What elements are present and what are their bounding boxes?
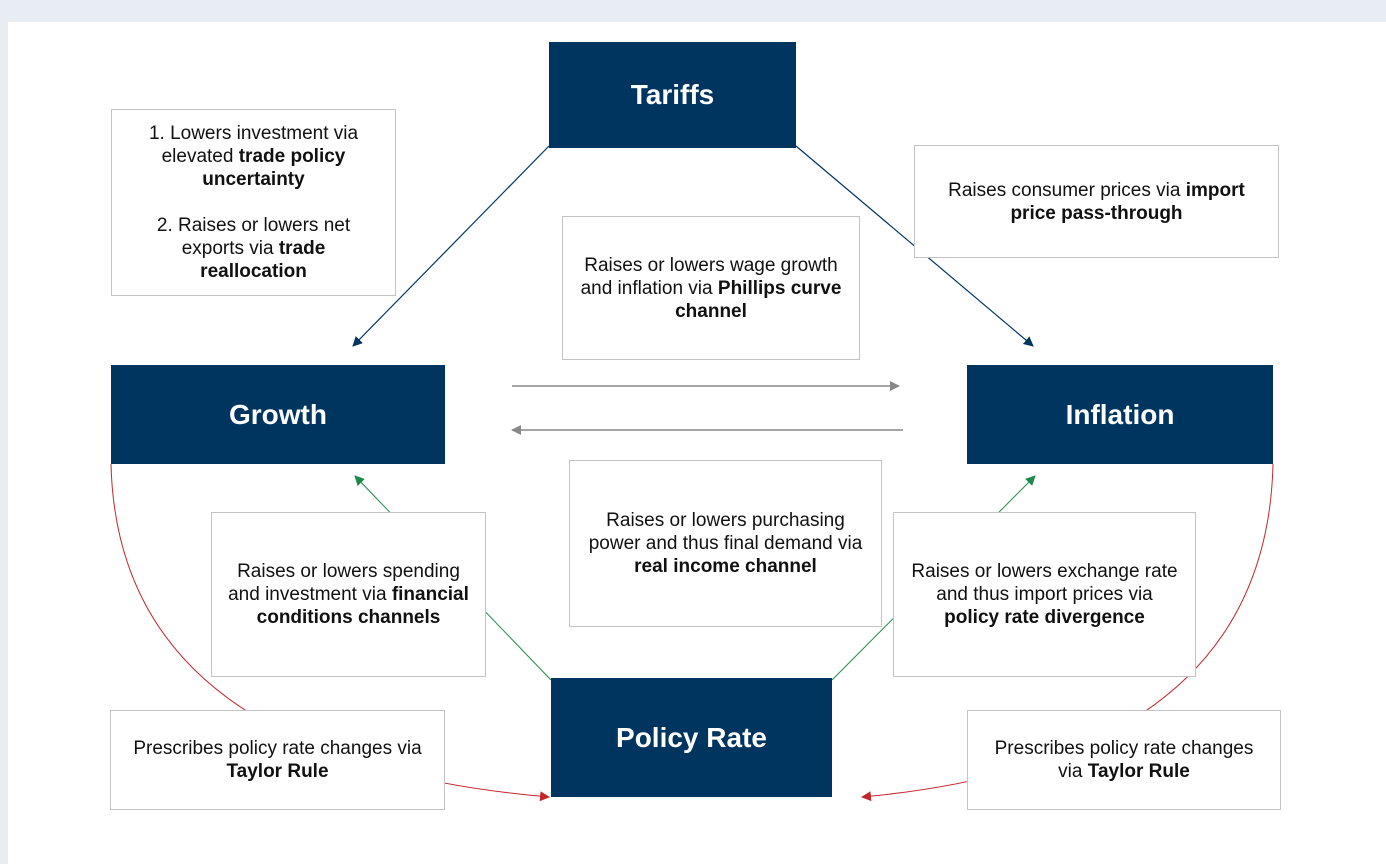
node: Inflation <box>967 365 1273 464</box>
annotation-box: 1. Lowers investment via elevated trade … <box>111 109 396 296</box>
node-label: Tariffs <box>630 79 715 110</box>
paragraph: 1. Lowers investment via elevated trade … <box>126 122 381 191</box>
annotation-box: Raises or lowers wage growth and inflati… <box>562 216 860 360</box>
node: Tariffs <box>549 42 796 148</box>
node: Growth <box>111 365 445 464</box>
node-label: Inflation <box>1065 398 1175 430</box>
text-run: 2. Raises or lowers net exports via <box>156 215 351 259</box>
text-run: financial conditions channels <box>256 584 469 628</box>
node: Policy Rate <box>551 678 832 797</box>
text-run: 1. Lowers investment via elevated <box>148 123 359 167</box>
annotation-box: Raises consumer prices via import price … <box>914 145 1279 258</box>
text-run: Raises consumer prices via <box>948 179 1186 201</box>
text-run: Raises or lowers purchasing power and th… <box>588 510 863 554</box>
paragraph: Raises or lowers spending and investment… <box>226 560 471 629</box>
node-label: Policy Rate <box>616 721 767 753</box>
text-run: Taylor Rule <box>226 761 329 782</box>
annotation-box: Prescribes policy rate changes via Taylo… <box>967 710 1281 810</box>
paragraph: Prescribes policy rate changes via Taylo… <box>125 737 430 783</box>
text-run: Raises or lowers wage growth and inflati… <box>580 254 838 299</box>
text-run: Prescribes policy rate changes via <box>994 738 1254 782</box>
paragraph: Raises or lowers purchasing power and th… <box>584 509 867 578</box>
text-run: real income channel <box>634 556 817 577</box>
annotation-box: Raises or lowers spending and investment… <box>211 512 486 677</box>
annotation-box: Raises or lowers exchange rate and thus … <box>893 512 1196 677</box>
paragraph: Raises or lowers wage growth and inflati… <box>577 254 845 323</box>
node-label: Growth <box>229 398 327 430</box>
annotation-box: Prescribes policy rate changes via Taylo… <box>110 710 445 810</box>
text-run: Raises or lowers exchange rate and thus … <box>911 561 1178 605</box>
paragraph: 2. Raises or lowers net exports via trad… <box>126 214 381 283</box>
text-run: trade reallocation <box>200 238 326 282</box>
text-run: Taylor Rule <box>1087 761 1190 782</box>
paragraph: Raises consumer prices via import price … <box>929 179 1264 225</box>
paragraph: Prescribes policy rate changes via Taylo… <box>982 737 1266 783</box>
text-run: trade policy uncertainty <box>202 146 346 190</box>
annotation-box: Raises or lowers purchasing power and th… <box>569 460 882 627</box>
paragraph: Raises or lowers exchange rate and thus … <box>908 560 1181 629</box>
text-run: import price pass-through <box>1010 179 1245 224</box>
text-run: Phillips curve channel <box>675 277 842 322</box>
arrow <box>352 145 550 347</box>
text-run: Raises or lowers spending and investment… <box>228 561 460 605</box>
text-run: policy rate divergence <box>944 607 1145 628</box>
text-run: Prescribes policy rate changes via <box>133 738 422 759</box>
